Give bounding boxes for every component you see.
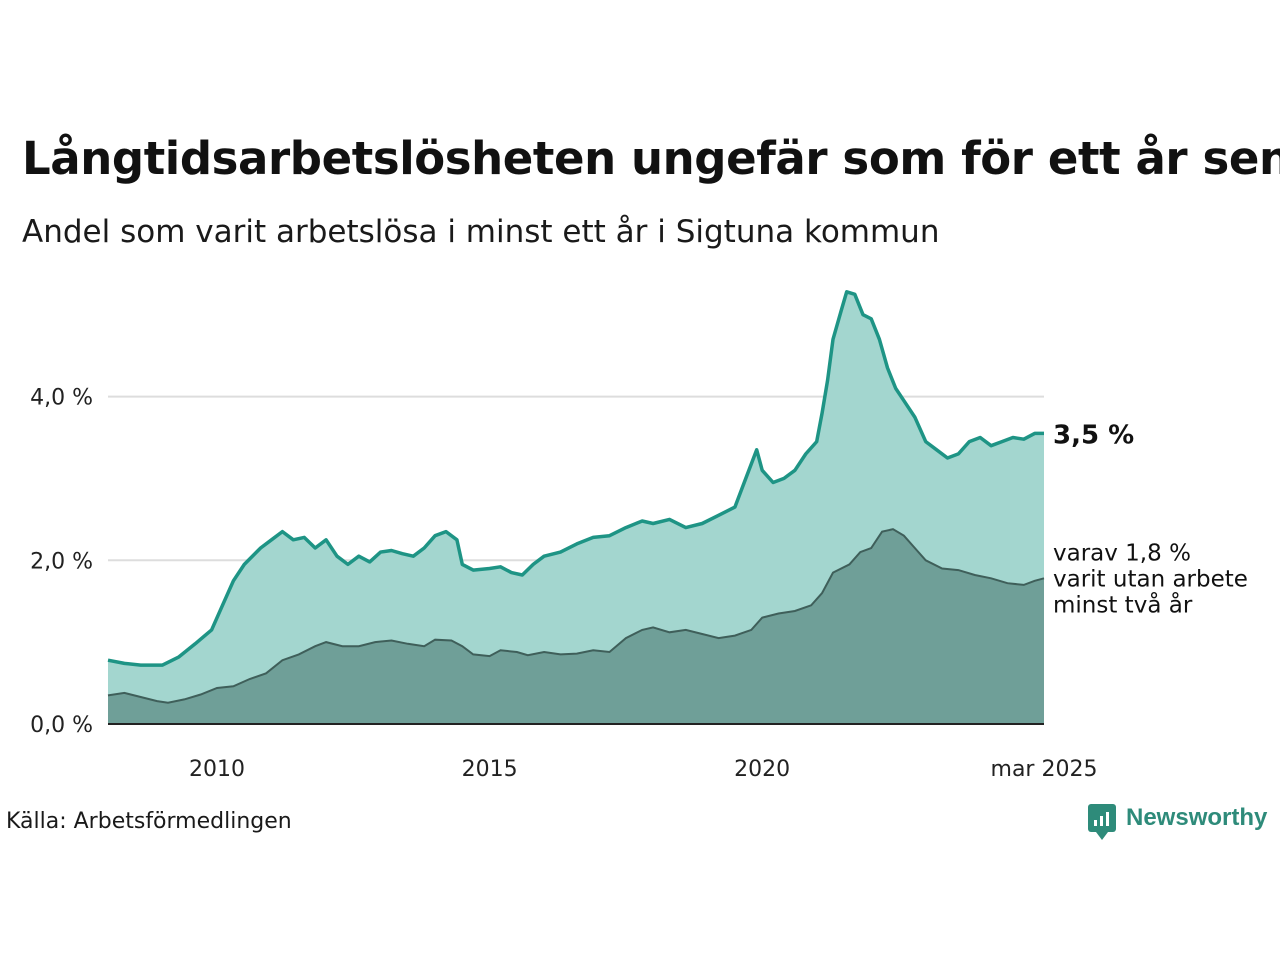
series-main-line [107, 290, 1044, 667]
y-tick-label: 2,0 % [30, 549, 93, 574]
x-tick-label: mar 2025 [991, 757, 1098, 782]
area-layer [107, 290, 1045, 724]
logo-chart-icon [1088, 804, 1116, 840]
series-sub-line [107, 528, 1045, 704]
series-main-end-label: 3,5 % [1053, 420, 1134, 450]
axis-layer: 0,0 % 2,0 % 4,0 % 2010 2015 2020 mar 2025 [30, 386, 1097, 782]
y-tick-label: 0,0 % [30, 713, 93, 738]
series-sub-end-label-line: minst två år [1053, 590, 1193, 618]
series-sub-end-label-line: varit utan arbete [1053, 566, 1248, 592]
newsworthy-logo[interactable]: Newsworthy [1088, 804, 1268, 840]
y-tick-label: 4,0 % [30, 386, 93, 411]
chart-title: Långtidsarbetslösheten ungefär som för e… [22, 132, 1280, 185]
chart-subtitle: Andel som varit arbetslösa i minst ett å… [22, 214, 940, 250]
x-tick-label: 2015 [462, 757, 518, 782]
series-sub-area [108, 529, 1044, 724]
series-sub-end-label-line: varav 1,8 % [1053, 540, 1191, 566]
x-tick-label: 2020 [734, 757, 790, 782]
x-tick-label: 2010 [189, 757, 245, 782]
source-note: Källa: Arbetsförmedlingen [6, 809, 292, 834]
logo-text: Newsworthy [1126, 804, 1268, 831]
